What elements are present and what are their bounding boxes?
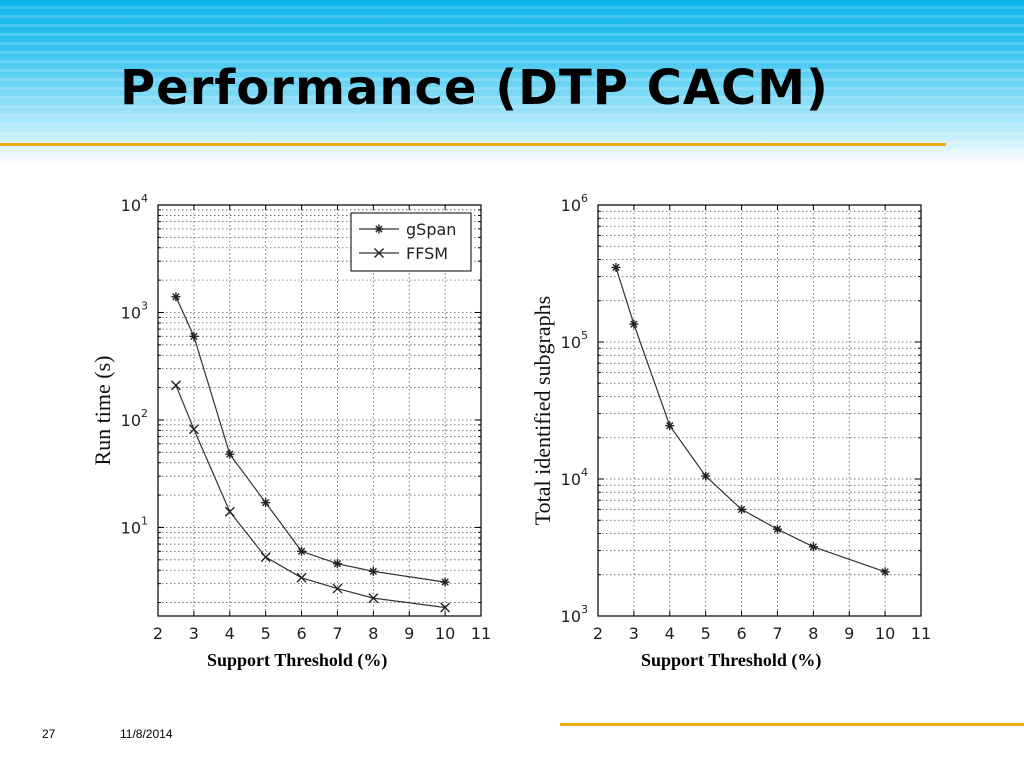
left-data-point (261, 498, 271, 508)
right-data-point (808, 542, 818, 552)
footer-date: 11/8/2014 (120, 727, 173, 741)
left-y-axis-label: Run time (s) (90, 356, 115, 466)
right-x-tick-label: 7 (772, 624, 782, 643)
right-x-tick-label: 10 (875, 624, 895, 643)
left-legend: gSpan FFSM (350, 212, 472, 272)
left-plot-frame (157, 204, 482, 617)
right-y-tick-label: 104 (561, 466, 588, 489)
right-data-point (611, 262, 621, 272)
right-data-point (880, 567, 890, 577)
right-chart: 2 3 4 5 6 7 8 9 10 11 103 104 105 106 Total identified… (530, 192, 931, 643)
legend-box (350, 212, 472, 272)
right-data-point (629, 319, 639, 329)
left-data-point (225, 449, 235, 459)
right-y-axis-label: Total identified subgraphs (530, 296, 555, 525)
left-chart-x-caption: Support Threshold (%) (207, 650, 388, 670)
page-number: 27 (42, 727, 56, 741)
legend-marker (374, 248, 384, 258)
left-series-line-gSpan (175, 296, 446, 583)
legend-marker (374, 224, 384, 234)
left-y-tick-label: 101 (121, 514, 148, 537)
slide-title: Performance (DTP CACM) (120, 60, 829, 116)
left-x-tick-label: 3 (189, 624, 199, 643)
right-x-tick-label: 2 (593, 624, 603, 643)
right-y-tick-label: 103 (561, 603, 588, 626)
footer-rule (560, 723, 1024, 726)
left-data-point (170, 380, 181, 391)
right-data-point (701, 471, 711, 481)
left-data-point (188, 424, 199, 435)
right-y-tick-label: 105 (561, 329, 588, 352)
title-underline (0, 143, 946, 146)
right-y-tick-label: 106 (561, 192, 588, 215)
left-y-tick-label: 104 (121, 192, 148, 215)
left-data-point (440, 602, 451, 613)
left-y-tick-label: 102 (121, 407, 148, 430)
right-chart-x-caption: Support Threshold (%) (641, 650, 822, 670)
left-y-tick-label: 103 (121, 299, 148, 322)
right-x-tick-label: 8 (808, 624, 818, 643)
left-data-point (332, 559, 342, 569)
left-data-point (368, 566, 378, 576)
legend-entry-FFSM: FFSM (406, 244, 448, 263)
right-x-tick-label: 9 (844, 624, 854, 643)
left-x-tick-label: 5 (261, 624, 271, 643)
left-data-point (189, 331, 199, 341)
left-x-tick-label: 4 (225, 624, 235, 643)
title-band (0, 0, 1024, 165)
right-x-tick-label: 11 (911, 624, 931, 643)
right-data-point (737, 504, 747, 514)
left-data-point (440, 577, 450, 587)
left-x-tick-label: 2 (153, 624, 163, 643)
left-data-point (224, 506, 235, 517)
left-x-tick-label: 9 (404, 624, 414, 643)
left-x-tick-label: 6 (296, 624, 306, 643)
left-data-point (332, 583, 343, 594)
right-x-tick-label: 6 (736, 624, 746, 643)
right-data-point (665, 421, 675, 431)
left-x-tick-label: 10 (435, 624, 455, 643)
right-x-tick-label: 4 (665, 624, 675, 643)
left-data-point (296, 572, 307, 583)
right-series-line-0 (615, 267, 886, 573)
left-x-tick-label: 11 (471, 624, 491, 643)
left-data-point (171, 292, 181, 302)
left-x-tick-label: 7 (332, 624, 342, 643)
left-data-point (260, 552, 271, 563)
left-x-tick-label: 8 (368, 624, 378, 643)
right-plot-frame (597, 204, 922, 617)
legend-entry-gSpan: gSpan (406, 220, 456, 239)
left-data-point (368, 593, 379, 604)
left-chart: 2 3 4 5 6 7 8 9 10 11 101 102 103 104 Run time (s) gSpa… (90, 192, 491, 643)
right-x-tick-label: 5 (701, 624, 711, 643)
right-x-tick-label: 3 (629, 624, 639, 643)
left-series-line-FFSM (175, 385, 446, 609)
left-data-point (297, 546, 307, 556)
right-data-point (772, 524, 782, 534)
